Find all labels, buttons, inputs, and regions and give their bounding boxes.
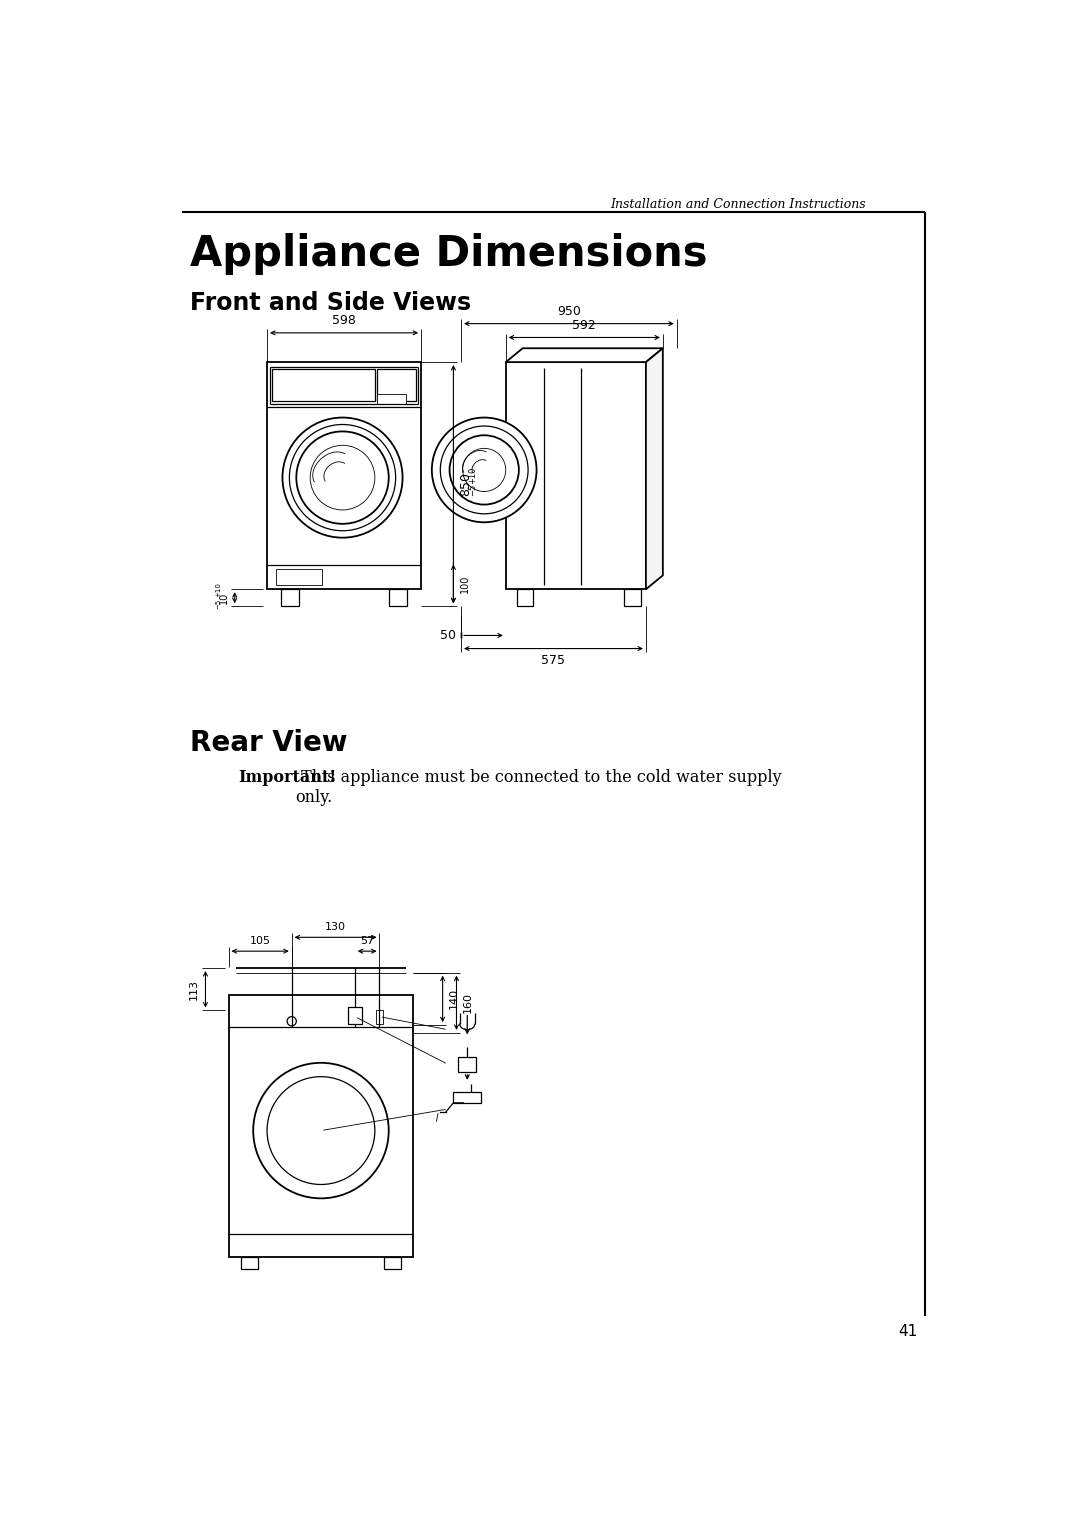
Text: 57: 57 — [360, 936, 375, 946]
Circle shape — [267, 1076, 375, 1185]
Bar — [458, 1057, 476, 1072]
Bar — [241, 1257, 258, 1269]
Text: Rear View: Rear View — [190, 729, 348, 757]
Polygon shape — [505, 349, 663, 362]
Circle shape — [287, 1017, 296, 1026]
Text: 41: 41 — [899, 1324, 917, 1339]
Circle shape — [296, 431, 389, 524]
Bar — [377, 368, 416, 402]
Bar — [624, 589, 642, 605]
Text: 598: 598 — [333, 315, 356, 327]
Bar — [516, 589, 534, 605]
Text: 140: 140 — [449, 988, 459, 1009]
Circle shape — [432, 417, 537, 523]
Circle shape — [283, 417, 403, 538]
Text: 100: 100 — [460, 575, 470, 593]
Bar — [267, 362, 421, 589]
Text: 950: 950 — [557, 306, 581, 318]
Text: 160: 160 — [462, 992, 473, 1014]
Bar — [229, 995, 414, 1257]
Circle shape — [289, 425, 395, 531]
Text: Important!: Important! — [238, 769, 336, 786]
Text: 10: 10 — [218, 592, 229, 604]
Text: 105: 105 — [249, 936, 271, 946]
Bar — [389, 589, 407, 605]
Text: This appliance must be connected to the cold water supply
only.: This appliance must be connected to the … — [296, 769, 781, 806]
Bar — [348, 1008, 362, 1024]
Text: 575: 575 — [541, 654, 566, 667]
Bar — [454, 1092, 481, 1102]
Text: 592: 592 — [572, 320, 596, 332]
Text: 850: 850 — [460, 472, 473, 497]
Bar — [272, 368, 375, 402]
Circle shape — [449, 436, 518, 505]
Text: +10: +10 — [215, 583, 220, 598]
Text: 50: 50 — [441, 628, 457, 642]
Bar — [276, 569, 323, 584]
Bar — [376, 1011, 383, 1024]
Text: 113: 113 — [189, 979, 200, 1000]
Text: +10: +10 — [468, 466, 477, 483]
Text: Appliance Dimensions: Appliance Dimensions — [190, 232, 707, 275]
Circle shape — [462, 448, 505, 491]
Bar — [377, 394, 406, 404]
Text: Installation and Connection Instructions: Installation and Connection Instructions — [610, 199, 866, 211]
Bar — [505, 362, 646, 589]
Text: 130: 130 — [325, 922, 346, 931]
Circle shape — [441, 427, 528, 514]
Text: −5: −5 — [215, 599, 220, 609]
Polygon shape — [646, 349, 663, 589]
Bar — [384, 1257, 401, 1269]
Bar — [281, 589, 299, 605]
Text: −5: −5 — [468, 485, 477, 497]
Text: Front and Side Views: Front and Side Views — [190, 291, 471, 315]
Circle shape — [310, 445, 375, 511]
Circle shape — [253, 1063, 389, 1199]
